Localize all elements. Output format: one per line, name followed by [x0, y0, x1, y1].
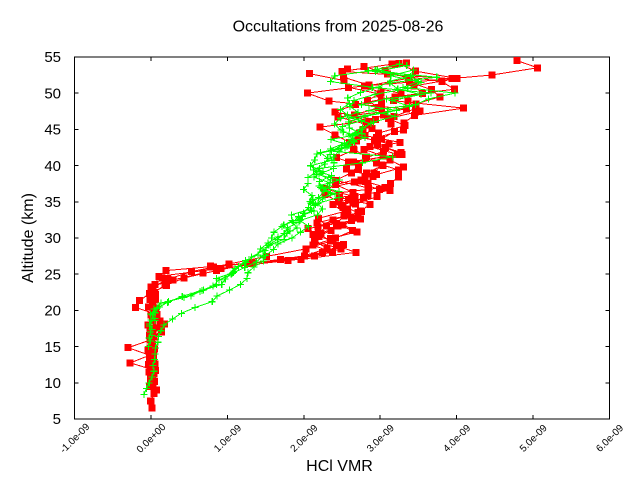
svg-text:30: 30 — [44, 230, 61, 247]
svg-text:Altitude (km): Altitude (km) — [20, 193, 37, 283]
svg-text:50: 50 — [44, 85, 61, 102]
svg-text:55: 55 — [44, 49, 61, 66]
svg-text:10: 10 — [44, 375, 61, 392]
svg-text:45: 45 — [44, 122, 61, 139]
svg-text:HCl VMR: HCl VMR — [306, 458, 373, 475]
svg-text:Occultations from 2025-08-26: Occultations from 2025-08-26 — [233, 19, 444, 36]
svg-text:25: 25 — [44, 266, 61, 283]
svg-text:15: 15 — [44, 339, 61, 356]
svg-text:35: 35 — [44, 194, 61, 211]
svg-text:5: 5 — [53, 411, 61, 428]
svg-text:40: 40 — [44, 158, 61, 175]
svg-text:20: 20 — [44, 303, 61, 320]
